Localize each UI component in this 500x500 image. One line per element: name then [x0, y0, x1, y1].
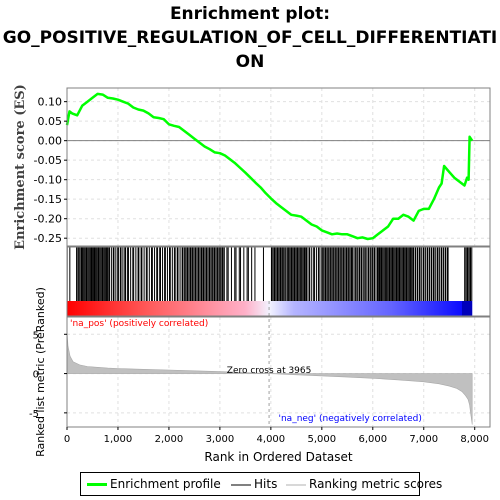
- panel-frames: [66, 87, 491, 428]
- xtick-label-8: 8,000: [460, 434, 489, 445]
- es-ytick-label-5: -0.15: [34, 193, 62, 206]
- es-panel-frame: [66, 87, 491, 247]
- metric-ytick-label-0: 5: [33, 330, 39, 341]
- xtick-label-7: 7,000: [409, 434, 438, 445]
- legend-item-hits: Hits: [231, 477, 277, 491]
- legend: Enrichment profile Hits Ranking metric s…: [80, 472, 442, 496]
- es-y-axis-label: Enrichment score (ES): [13, 84, 28, 250]
- xtick-label-3: 3,000: [206, 434, 235, 445]
- zero-cross-label: Zero cross at 3965: [227, 366, 312, 376]
- legend-enrichment-label: Enrichment profile: [110, 477, 221, 491]
- xtick-label-6: 6,000: [358, 434, 387, 445]
- xtick-label-0: 0: [64, 434, 70, 445]
- metric-panel-frame: [66, 316, 491, 428]
- es-ytick-label-0: 0.10: [38, 96, 63, 109]
- es-ytick-label-7: -0.25: [34, 232, 62, 245]
- es-ytick-label-1: 0.05: [38, 115, 63, 128]
- title-line-1: Enrichment plot:: [169, 4, 331, 24]
- title-line-3: ON: [235, 52, 265, 72]
- es-ytick-label-2: 0.00: [38, 135, 63, 148]
- es-ytick-label-4: -0.10: [34, 174, 62, 187]
- legend-ranking-label: Ranking metric scores: [309, 477, 443, 491]
- xtick-label-1: 1,000: [104, 434, 133, 445]
- rank-color-gradient: [67, 301, 473, 316]
- es-ytick-label-3: -0.05: [34, 154, 62, 167]
- hits-panel: [66, 247, 473, 301]
- ranking-metric-area: [66, 330, 473, 425]
- neg-label: 'na_neg' (negatively correlated): [279, 414, 422, 424]
- metric-ytick-label-2: -5: [29, 409, 39, 420]
- legend-ranking-swatch: [286, 483, 306, 486]
- pos-label: 'na_pos' (positively correlated): [70, 319, 208, 329]
- es-ytick-label-6: -0.20: [34, 213, 62, 226]
- rank-color-bar: [67, 301, 473, 316]
- legend-hits-swatch: [231, 483, 251, 486]
- hits-panel-frame: [66, 246, 491, 317]
- xtick-label-4: 4,000: [257, 434, 286, 445]
- xtick-label-5: 5,000: [307, 434, 336, 445]
- legend-item-enrichment: Enrichment profile: [87, 477, 221, 491]
- rank-color-tail: [461, 301, 473, 316]
- axes-layer: 0.10 0.05 0.00 -0.05 -0.10 -0.15 -0.20 -0.25 5 0 -…: [13, 84, 489, 464]
- legend-item-ranking: Ranking metric scores: [286, 477, 442, 491]
- es-panel: [65, 92, 490, 241]
- title-line-2: GO_POSITIVE_REGULATION_OF_CELL_DIFFERENT…: [2, 28, 498, 48]
- enrichment-profile-line: [65, 92, 474, 241]
- metric-y-axis-label: Ranked list metric (PreRanked): [34, 287, 47, 457]
- legend-enrichment-swatch: [87, 483, 107, 486]
- metric-ytick-label-1: 0: [33, 370, 39, 381]
- legend-hits-label: Hits: [254, 477, 278, 491]
- metric-panel: Zero cross at 3965 'na_pos' (positively c…: [66, 301, 473, 427]
- x-axis-label: Rank in Ordered Dataset: [204, 450, 352, 464]
- xtick-label-2: 2,000: [155, 434, 184, 445]
